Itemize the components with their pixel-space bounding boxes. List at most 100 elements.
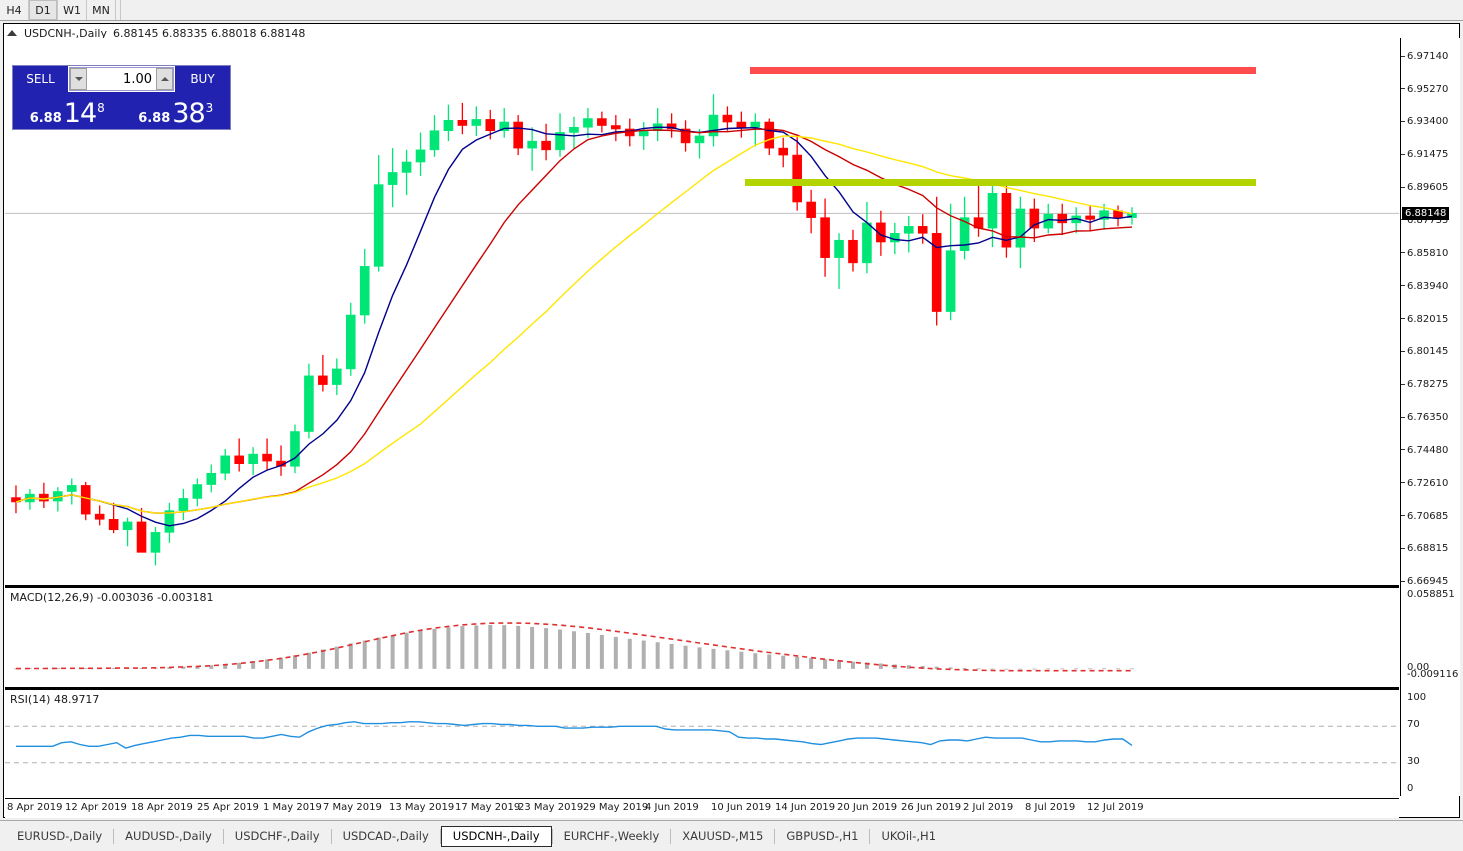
tab-separator <box>670 828 672 844</box>
volume-decrease-button[interactable] <box>70 68 87 90</box>
macd-label: MACD(12,26,9) -0.003036 -0.003181 <box>10 591 214 604</box>
buy-price-prefix: 6.88 <box>138 111 171 126</box>
sell-price-main: 14 <box>63 98 97 129</box>
tab-separator <box>113 828 115 844</box>
rsi-tick: 30 <box>1407 755 1420 767</box>
price-pane[interactable] <box>5 38 1399 585</box>
date-tick-label: 10 Jun 2019 <box>711 802 772 813</box>
rsi-canvas <box>5 721 1399 764</box>
price-tick: 6.89605 <box>1401 182 1448 193</box>
timeframe-h4[interactable]: H4 <box>0 0 29 20</box>
date-tick-label: 20 Jun 2019 <box>837 802 898 813</box>
price-tick: 6.97140 <box>1401 51 1448 62</box>
price-tick: 6.76350 <box>1401 412 1448 423</box>
price-tick: 6.78275 <box>1401 379 1448 390</box>
rsi-tick: 100 <box>1407 692 1427 703</box>
tab-separator <box>551 828 553 844</box>
price-tick: 6.83940 <box>1401 281 1448 292</box>
sell-price-prefix: 6.88 <box>29 111 62 126</box>
chart-header: USDCNH-,Daily 6.88145 6.88335 6.88018 6.… <box>7 26 305 40</box>
macd-tick: -0.009116 <box>1407 668 1459 680</box>
tab-separator <box>222 828 224 844</box>
chart-tab-ukoil-h1[interactable]: UKOil-,H1 <box>881 829 937 843</box>
date-tick-label: 2 Jul 2019 <box>963 802 1014 813</box>
price-tick: 6.68815 <box>1401 543 1448 554</box>
price-tick: 6.72610 <box>1401 478 1448 489</box>
buy-button[interactable]: 6.88 38 3 <box>122 92 229 129</box>
price-tick: 6.80145 <box>1401 346 1448 357</box>
chart-tab-eurusd-daily[interactable]: EURUSD-,Daily <box>17 829 103 843</box>
price-tick: 6.74480 <box>1401 445 1448 456</box>
tab-separator <box>439 828 441 844</box>
chart-ohlc-values: 6.88145 6.88335 6.88018 6.88148 <box>112 26 306 40</box>
date-tick-label: 13 May 2019 <box>389 802 455 813</box>
chart-tab-usdcad-daily[interactable]: USDCAD-,Daily <box>342 829 429 843</box>
sell-price-fraction: 8 <box>97 101 105 115</box>
macd-tick: 0.058851 <box>1407 589 1455 600</box>
date-tick-label: 23 May 2019 <box>518 802 584 813</box>
macd-canvas <box>13 622 1134 672</box>
date-tick-label: 8 Apr 2019 <box>7 802 63 813</box>
toolbar-spacer <box>116 0 121 20</box>
tab-separator <box>869 828 871 844</box>
timeframe-d1[interactable]: D1 <box>29 0 58 20</box>
rsi-label: RSI(14) 48.9717 <box>10 693 100 706</box>
chart-tab-xauusd-m15[interactable]: XAUUSD-,M15 <box>682 829 764 843</box>
chart-tab-audusd-daily[interactable]: AUDUSD-,Daily <box>125 829 212 843</box>
date-axis: 8 Apr 2019 12 Apr 2019 18 Apr 2019 25 Apr 2… <box>5 798 1399 818</box>
tab-separator <box>330 828 332 844</box>
chart-window: USDCNH-,Daily 6.88145 6.88335 6.88018 6.… <box>3 23 1460 818</box>
resistance-line[interactable] <box>750 66 1256 74</box>
date-tick-label: 8 Jul 2019 <box>1025 802 1076 813</box>
buy-label[interactable]: BUY <box>175 66 230 92</box>
macd-tick: 0.00 <box>1407 661 1430 673</box>
date-tick-label: 4 Jun 2019 <box>645 802 699 813</box>
price-tick: 6.93400 <box>1401 116 1448 127</box>
chart-tab-bar: EURUSD-,Daily AUDUSD-,Daily USDCHF-,Daily U… <box>0 820 1463 851</box>
price-tick: 6.70685 <box>1401 511 1448 522</box>
trade-panel-top-row: SELL 1.00 BUY <box>13 66 230 92</box>
support-line[interactable] <box>745 179 1256 186</box>
macd-pane[interactable]: MACD(12,26,9) -0.003036 -0.003181 <box>5 587 1399 687</box>
volume-stepper[interactable]: 1.00 <box>69 67 174 91</box>
chart-tab-usdcnh-daily[interactable]: USDCNH-,Daily <box>440 825 552 847</box>
timeframe-toolbar: H4 D1 W1 MN <box>0 0 1463 21</box>
date-tick-label: 25 Apr 2019 <box>197 802 259 813</box>
timeframe-w1[interactable]: W1 <box>58 0 87 20</box>
date-tick-label: 7 May 2019 <box>323 802 382 813</box>
date-tick-label: 12 Apr 2019 <box>65 802 127 813</box>
rsi-tick: 0 <box>1407 783 1414 794</box>
date-tick-label: 12 Jul 2019 <box>1087 802 1144 813</box>
price-tick: 6.85810 <box>1401 248 1448 259</box>
price-tick: 6.91475 <box>1401 149 1448 160</box>
chart-symbol-label: USDCNH-,Daily <box>24 26 107 40</box>
tab-separator <box>774 828 776 844</box>
trade-panel-prices: 6.88 14 8 6.88 38 3 <box>13 92 230 130</box>
sell-button[interactable]: 6.88 14 8 <box>14 92 121 129</box>
one-click-trading-panel[interactable]: SELL 1.00 BUY 6.88 14 8 6.88 38 3 <box>12 65 231 130</box>
date-tick-label: 17 May 2019 <box>455 802 521 813</box>
current-price-tag: 6.88148 <box>1402 207 1450 221</box>
volume-input[interactable]: 1.00 <box>123 71 152 87</box>
timeframe-mn[interactable]: MN <box>87 0 116 20</box>
pane-separator-macd[interactable] <box>5 585 1399 587</box>
buy-price-main: 38 <box>172 98 205 129</box>
chart-tab-gbpusd-h1[interactable]: GBPUSD-,H1 <box>786 829 859 843</box>
collapse-triangle-icon[interactable] <box>7 30 17 36</box>
chart-tab-usdchf-daily[interactable]: USDCHF-,Daily <box>234 829 320 843</box>
price-tick: 6.66945 <box>1401 576 1448 587</box>
date-tick-label: 29 May 2019 <box>583 802 649 813</box>
date-tick-label: 14 Jun 2019 <box>775 802 836 813</box>
date-tick-label: 18 Apr 2019 <box>131 802 193 813</box>
buy-price-fraction: 3 <box>205 101 214 115</box>
date-tick-label: 1 May 2019 <box>263 802 322 813</box>
pane-separator-rsi[interactable] <box>5 687 1399 689</box>
chart-tab-eurchf-weekly[interactable]: EURCHF-,Weekly <box>563 829 660 843</box>
price-tick: 6.95270 <box>1401 84 1448 95</box>
volume-increase-button[interactable] <box>156 68 173 90</box>
rsi-pane[interactable]: RSI(14) 48.9717 <box>5 689 1399 796</box>
sell-label[interactable]: SELL <box>13 66 68 92</box>
rsi-tick: 70 <box>1407 719 1420 731</box>
price-scale[interactable]: 6.971406.952706.934006.914756.896056.877… <box>1400 38 1460 796</box>
